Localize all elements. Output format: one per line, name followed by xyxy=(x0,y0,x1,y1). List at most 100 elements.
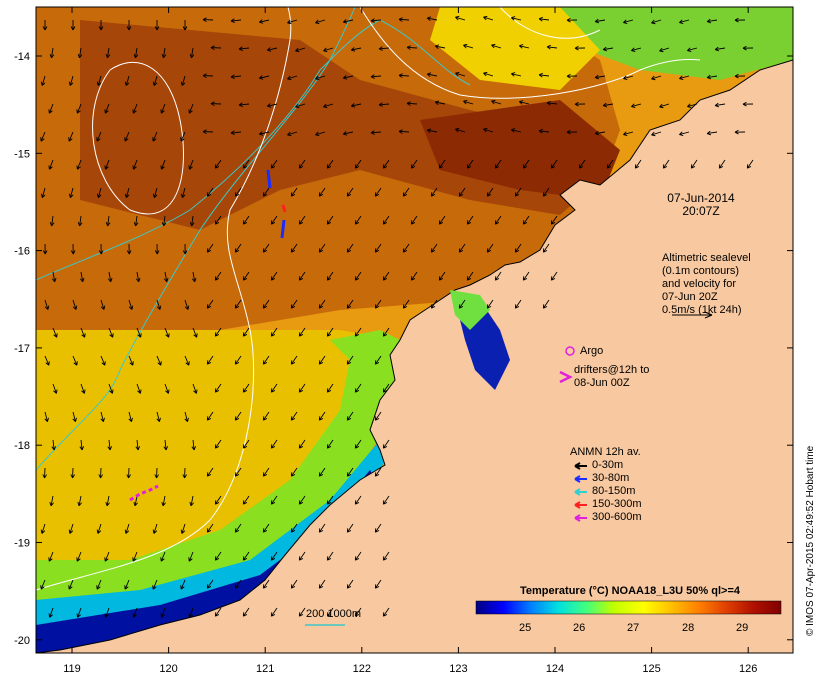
velocity-arrow xyxy=(315,19,326,25)
isobath-legend-label: 200 1000m xyxy=(306,608,362,620)
velocity-arrow xyxy=(51,271,57,283)
velocity-arrow xyxy=(538,16,550,22)
velocity-arrow xyxy=(230,74,242,80)
velocity-arrow xyxy=(659,103,670,109)
velocity-arrow xyxy=(214,383,222,393)
velocity-arrow xyxy=(206,411,214,421)
velocity-arrow xyxy=(266,103,278,108)
velocity-arrow xyxy=(270,159,278,169)
velocity-arrow xyxy=(687,47,698,52)
velocity-arrow xyxy=(438,159,446,169)
velocity-arrow xyxy=(161,495,166,507)
velocity-arrow xyxy=(623,75,634,80)
velocity-arrow xyxy=(323,103,334,109)
velocity-arrow xyxy=(438,215,446,225)
velocity-arrow xyxy=(651,75,662,81)
velocity-arrow xyxy=(326,439,334,449)
sealevel-contour-3 xyxy=(499,7,601,39)
velocity-arrow xyxy=(96,579,102,590)
velocity-arrow xyxy=(242,215,250,225)
velocity-arrow xyxy=(458,299,466,309)
velocity-arrow xyxy=(374,355,382,365)
velocity-arrow xyxy=(631,47,642,52)
velocity-arrow xyxy=(287,131,298,137)
velocity-arrow xyxy=(510,16,522,21)
velocity-arrow xyxy=(133,495,138,507)
velocity-arrow xyxy=(430,243,438,253)
velocity-arrow xyxy=(160,607,166,618)
velocity-arrow xyxy=(202,73,214,79)
velocity-arrow xyxy=(494,215,502,225)
velocity-arrow xyxy=(210,45,222,51)
velocity-arrow xyxy=(714,102,726,108)
sealevel-contour-2 xyxy=(359,7,701,99)
velocity-arrow xyxy=(156,411,161,422)
velocity-arrow xyxy=(574,45,586,51)
velocity-arrow xyxy=(230,130,242,136)
velocity-arrow xyxy=(494,271,502,281)
velocity-arrow xyxy=(51,439,57,451)
velocity-arrow xyxy=(323,47,334,53)
velocity-arrow xyxy=(290,523,298,533)
velocity-arrow xyxy=(518,44,530,49)
velocity-arrow xyxy=(206,579,214,589)
velocity-arrow xyxy=(426,72,438,77)
velocity-arrow xyxy=(298,607,306,617)
velocity-arrow xyxy=(133,47,139,59)
y-tick-label: -15 xyxy=(14,148,30,160)
velocity-arrow xyxy=(126,243,132,255)
velocity-arrow xyxy=(105,215,111,227)
velocity-arrow xyxy=(566,129,578,135)
velocity-arrow xyxy=(206,355,214,365)
velocity-arrow xyxy=(68,187,74,198)
velocity-arrow xyxy=(318,355,326,365)
velocity-arrow xyxy=(52,327,58,338)
velocity-arrow xyxy=(234,523,242,533)
velocity-arrow xyxy=(491,99,502,105)
velocity-arrow xyxy=(434,100,446,105)
velocity-arrow xyxy=(154,20,160,31)
velocity-arrow xyxy=(318,579,326,589)
date-stamp: 07-Jun-2014 20:07Z xyxy=(656,192,746,218)
velocity-arrow xyxy=(494,159,502,169)
velocity-arrow xyxy=(124,579,130,590)
velocity-arrow xyxy=(714,46,726,52)
velocity-arrow xyxy=(262,467,270,477)
velocity-arrow xyxy=(486,187,494,197)
velocity-arrow xyxy=(346,579,354,589)
velocity-arrow xyxy=(346,411,354,421)
velocity-arrow xyxy=(214,327,222,337)
velocity-arrow xyxy=(290,411,298,421)
velocity-arrow xyxy=(354,383,362,393)
velocity-arrow xyxy=(206,523,214,533)
velocity-arrow xyxy=(214,607,222,617)
velocity-arrow xyxy=(602,46,614,52)
velocity-arrow xyxy=(290,355,298,365)
velocity-arrow xyxy=(189,215,195,227)
velocity-arrow xyxy=(287,75,298,81)
velocity-arrow xyxy=(463,43,474,49)
velocity-scale-arrowhead xyxy=(704,311,713,319)
velocity-arrow xyxy=(262,355,270,365)
velocity-arrow xyxy=(40,523,46,534)
velocity-arrow xyxy=(290,243,298,253)
velocity-arrow xyxy=(72,299,78,310)
velocity-arrow xyxy=(542,187,550,197)
velocity-arrow xyxy=(295,103,306,109)
velocity-arrow xyxy=(455,71,466,77)
velocity-arrow xyxy=(354,327,362,337)
velocity-arrow xyxy=(76,551,82,562)
kimberley-land xyxy=(36,59,793,653)
velocity-arrow xyxy=(188,551,194,562)
velocity-arrow xyxy=(354,495,362,505)
velocity-arrow xyxy=(679,131,690,136)
velocity-arrow xyxy=(434,44,446,49)
velocity-arrow xyxy=(214,439,222,449)
y-tick-label: -17 xyxy=(14,343,30,355)
velocity-arrow xyxy=(189,47,195,59)
velocity-arrow xyxy=(438,271,446,281)
velocity-arrow xyxy=(152,187,158,198)
velocity-arrow xyxy=(234,243,242,253)
velocity-arrow xyxy=(455,127,466,133)
drifters-line: 08-Jun 00Z xyxy=(574,377,630,389)
